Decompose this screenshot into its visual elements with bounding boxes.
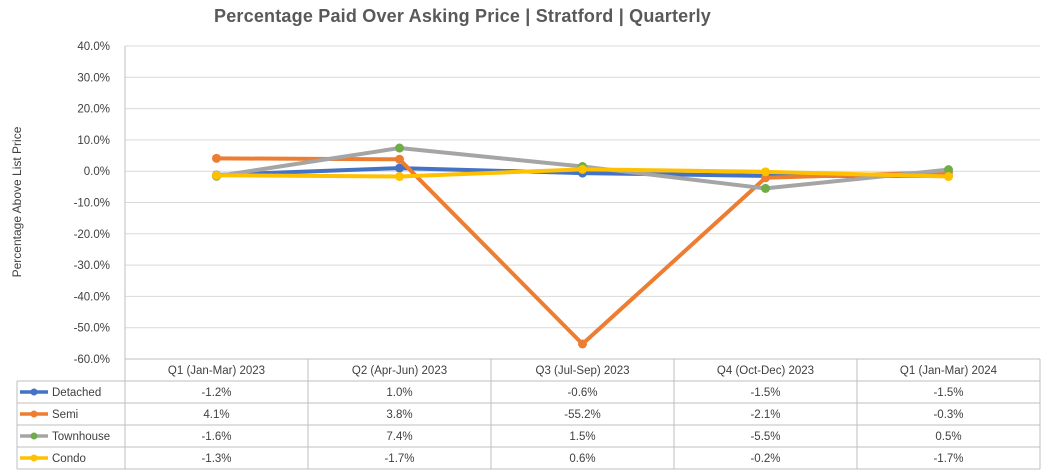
legend-entry: Townhouse	[52, 431, 110, 443]
data-value-cell: 7.4%	[386, 431, 412, 443]
data-table: Q1 (Jan-Mar) 2023 Q2 (Apr-Jun) 2023 Q3 (Ju…	[16, 46, 1041, 470]
legend-entry: Detached	[52, 387, 101, 399]
chart-title: Percentage Paid Over Asking Price | Stra…	[214, 6, 711, 26]
y-axis-ticks: 40.0% 30.0% 20.0% 10.0% 0.0% -10.0% -20.0% -30.…	[74, 41, 110, 366]
y-axis-label: Percentage Above List Price	[10, 126, 24, 277]
data-point-semi	[395, 154, 404, 164]
data-value-cell: 3.8%	[386, 409, 412, 421]
legend-entry: Semi	[52, 409, 78, 421]
data-point-townhouse	[395, 143, 404, 153]
gridlines	[125, 45, 1040, 360]
category-label: Q1 (Jan-Mar) 2023	[168, 365, 265, 377]
category-label: Q2 (Apr-Jun) 2023	[352, 365, 447, 377]
category-label: Q4 (Oct-Dec) 2023	[717, 365, 814, 377]
y-tick-label: -50.0%	[74, 323, 110, 335]
data-point-semi	[578, 339, 587, 349]
data-value-cell: 0.6%	[569, 453, 595, 465]
y-tick-label: 40.0%	[77, 41, 110, 53]
data-value-cell: -0.2%	[750, 453, 780, 465]
data-value-cell: -0.3%	[933, 409, 963, 421]
data-point-detached	[395, 163, 404, 173]
data-point-condo	[395, 172, 404, 182]
legend-entry: Condo	[52, 453, 86, 465]
data-point-condo	[761, 167, 770, 177]
data-value-cell: 1.0%	[386, 387, 412, 399]
y-tick-label: -10.0%	[74, 198, 110, 210]
data-value-cell: 4.1%	[203, 409, 229, 421]
data-value-cell: -1.6%	[201, 431, 231, 443]
legend-key-marker	[30, 454, 38, 462]
y-tick-label: 30.0%	[77, 72, 110, 84]
category-label: Q1 (Jan-Mar) 2024	[900, 365, 998, 377]
legend-key-marker	[30, 410, 38, 418]
data-value-cell: 1.5%	[569, 431, 595, 443]
data-value-cell: -55.2%	[564, 409, 600, 421]
data-point-condo	[212, 170, 221, 180]
series-lines	[212, 143, 953, 349]
data-value-cell: -1.5%	[750, 387, 780, 399]
data-value-cell: -5.5%	[750, 431, 780, 443]
data-value-cell: -1.2%	[201, 387, 231, 399]
data-value-cell: -1.3%	[201, 453, 231, 465]
data-value-cell: -2.1%	[750, 409, 780, 421]
data-point-condo	[944, 172, 953, 182]
y-tick-label: -40.0%	[74, 291, 110, 303]
y-tick-label: -20.0%	[74, 229, 110, 241]
data-point-townhouse	[761, 183, 770, 193]
data-value-cell: 0.5%	[935, 431, 961, 443]
data-value-cell: -0.6%	[567, 387, 597, 399]
data-point-townhouse	[944, 165, 953, 175]
legend-key-marker	[30, 388, 38, 396]
data-point-semi	[212, 153, 221, 163]
y-tick-label: 10.0%	[77, 135, 110, 147]
data-point-condo	[578, 164, 587, 174]
series-line-semi	[214, 156, 951, 346]
y-tick-label: 0.0%	[84, 166, 110, 178]
data-value-cell: -1.5%	[933, 387, 963, 399]
category-label: Q3 (Jul-Sep) 2023	[536, 365, 630, 377]
y-tick-label: 20.0%	[77, 104, 110, 116]
y-tick-label: -30.0%	[74, 260, 110, 272]
data-value-cell: -1.7%	[933, 453, 963, 465]
y-tick-label: -60.0%	[74, 354, 110, 366]
data-value-cell: -1.7%	[384, 453, 414, 465]
legend-key-marker	[30, 432, 38, 440]
